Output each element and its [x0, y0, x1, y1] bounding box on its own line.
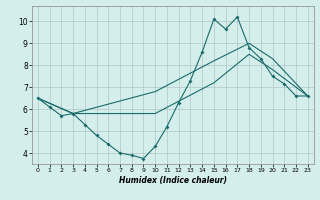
X-axis label: Humidex (Indice chaleur): Humidex (Indice chaleur)	[119, 176, 227, 185]
